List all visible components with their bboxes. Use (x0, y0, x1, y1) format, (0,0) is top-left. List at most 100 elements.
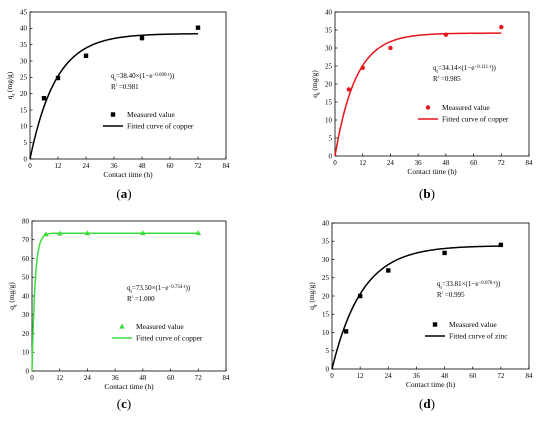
y-tick-label: 20 (322, 292, 330, 300)
y-tick-label: 40 (322, 219, 330, 227)
legend-label-fitted: Fitted curve of copper (136, 334, 203, 343)
data-point (83, 53, 89, 58)
x-tick-label: 36 (415, 159, 423, 167)
legend-label-measured: Measured value (449, 320, 497, 329)
y-tick-label: 15 (325, 98, 333, 106)
data-point (56, 230, 63, 236)
x-tick-label: 0 (28, 162, 32, 170)
chart-panel-c: 0 12 24 36 48 60 72 84 0 10 20 30 40 50 60 70 80 Contact … (7, 217, 230, 411)
data-point (386, 268, 391, 273)
legend-label-measured: Measured value (442, 103, 490, 112)
legend-label-fitted: Fitted curve of zinc (449, 332, 508, 341)
fitted-curve (331, 245, 501, 370)
x-tick-label: 48 (139, 374, 147, 382)
y-tick-label: 10 (20, 123, 28, 131)
data-point (195, 25, 201, 30)
x-tick-label: 72 (497, 372, 505, 380)
r-squared: R² =1.000 (127, 295, 155, 304)
x-tick-label: 48 (442, 159, 450, 167)
x-tick-label: 0 (30, 374, 34, 382)
y-tick-label: 0 (24, 155, 28, 163)
r-squared: R² =0.981 (111, 83, 139, 92)
data-point (343, 329, 349, 334)
y-tick-label: 25 (20, 74, 28, 82)
x-tick-label: 12 (357, 372, 365, 380)
legend-marker (119, 323, 125, 329)
y-tick-label: 15 (322, 311, 330, 319)
legend-label-measured: Measured value (127, 110, 175, 119)
legend-label-fitted: Fitted curve of copper (442, 115, 509, 124)
r-squared: R² =0.985 (433, 75, 461, 84)
legend-marker (425, 105, 431, 110)
y-tick-label: 35 (20, 41, 28, 49)
y-tick-label: 50 (22, 274, 30, 282)
x-tick-label: 48 (441, 372, 449, 380)
r-squared: R² =0.995 (437, 291, 465, 300)
data-point (140, 230, 146, 236)
fit-equation: qt=38.40×(1−e−0.090·t)) (111, 72, 175, 83)
x-tick-label: 12 (55, 162, 63, 170)
y-tick-label: 20 (325, 80, 333, 88)
data-point (499, 24, 504, 30)
legend-label-fitted: Fitted curve of copper (127, 122, 194, 131)
x-axis-label: Contact time (h) (407, 167, 457, 176)
y-axis-label: qt (mg/g) (310, 70, 322, 98)
panel-label: (d) (419, 396, 435, 411)
x-axis-label: Contact time (h) (103, 170, 153, 179)
chart-panel-d: 0 12 24 36 48 60 72 84 0 5 10 15 20 25 30 35 40 Contact t… (307, 219, 533, 411)
y-tick-label: 45 (20, 8, 28, 16)
data-point (442, 250, 447, 256)
data-point (388, 45, 393, 51)
y-axis-label: qt (mg/g) (7, 282, 19, 310)
fitted-curve (334, 32, 502, 157)
data-point (443, 32, 449, 37)
y-tick-label: 35 (322, 238, 330, 246)
data-point (41, 96, 47, 101)
x-tick-label: 12 (359, 159, 367, 167)
y-tick-label: 60 (22, 255, 30, 263)
x-tick-label: 48 (139, 162, 147, 170)
chart-panel-a: 0 12 24 36 48 60 72 84 0 5 10 15 20 25 30 35 40 45 Contact… (5, 8, 230, 201)
y-tick-label: 5 (326, 347, 330, 355)
y-tick-label: 10 (325, 116, 333, 124)
x-tick-label: 60 (469, 372, 477, 380)
x-tick-label: 36 (413, 372, 421, 380)
y-axis-label: qt (mg/g) (5, 71, 17, 99)
y-tick-label: 40 (22, 292, 30, 300)
data-point (346, 87, 352, 92)
y-tick-label: 0 (326, 365, 330, 373)
y-tick-label: 30 (322, 256, 330, 264)
plot-frame (29, 11, 227, 160)
x-tick-label: 60 (470, 159, 478, 167)
data-point (357, 293, 363, 299)
fit-equation: qt=33.81×(1−e−0.078·t)) (437, 280, 501, 291)
y-axis-label: qt (mg/g) (307, 282, 319, 310)
y-tick-label: 80 (22, 217, 30, 225)
x-tick-label: 36 (111, 162, 119, 170)
x-tick-label: 12 (56, 374, 64, 382)
x-tick-label: 84 (223, 374, 231, 382)
fitted-curve (29, 33, 199, 160)
x-axis-label: Contact time (h) (104, 382, 154, 391)
y-tick-label: 40 (20, 25, 28, 33)
y-tick-label: 30 (20, 57, 28, 65)
x-tick-label: 24 (84, 374, 92, 382)
x-tick-label: 60 (167, 162, 175, 170)
panel-label: (a) (116, 186, 131, 201)
x-tick-label: 60 (167, 374, 175, 382)
y-tick-label: 40 (325, 8, 333, 16)
panel-label: (c) (117, 396, 131, 411)
x-tick-label: 84 (526, 159, 534, 167)
x-tick-label: 0 (330, 372, 334, 380)
data-point (195, 230, 202, 236)
y-tick-label: 5 (329, 134, 333, 142)
legend-marker (110, 112, 116, 117)
x-tick-label: 84 (223, 162, 231, 170)
x-axis-label: Contact time (h) (406, 380, 456, 389)
y-tick-label: 25 (325, 62, 333, 70)
chart-panel-b: 0 12 24 36 48 60 72 84 0 5 10 15 20 25 30 35 40 Contact t… (310, 8, 533, 201)
x-tick-label: 24 (83, 162, 91, 170)
data-point (139, 35, 145, 41)
y-tick-label: 5 (24, 139, 28, 147)
